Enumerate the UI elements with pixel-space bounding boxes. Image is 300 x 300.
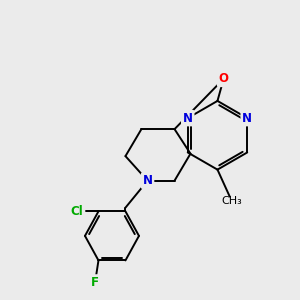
Text: O: O	[219, 72, 229, 85]
Text: CH₃: CH₃	[222, 196, 243, 206]
Text: F: F	[91, 276, 99, 289]
Text: N: N	[242, 112, 252, 124]
Text: N: N	[183, 112, 193, 124]
Text: N: N	[142, 174, 152, 187]
Text: Cl: Cl	[70, 205, 83, 218]
